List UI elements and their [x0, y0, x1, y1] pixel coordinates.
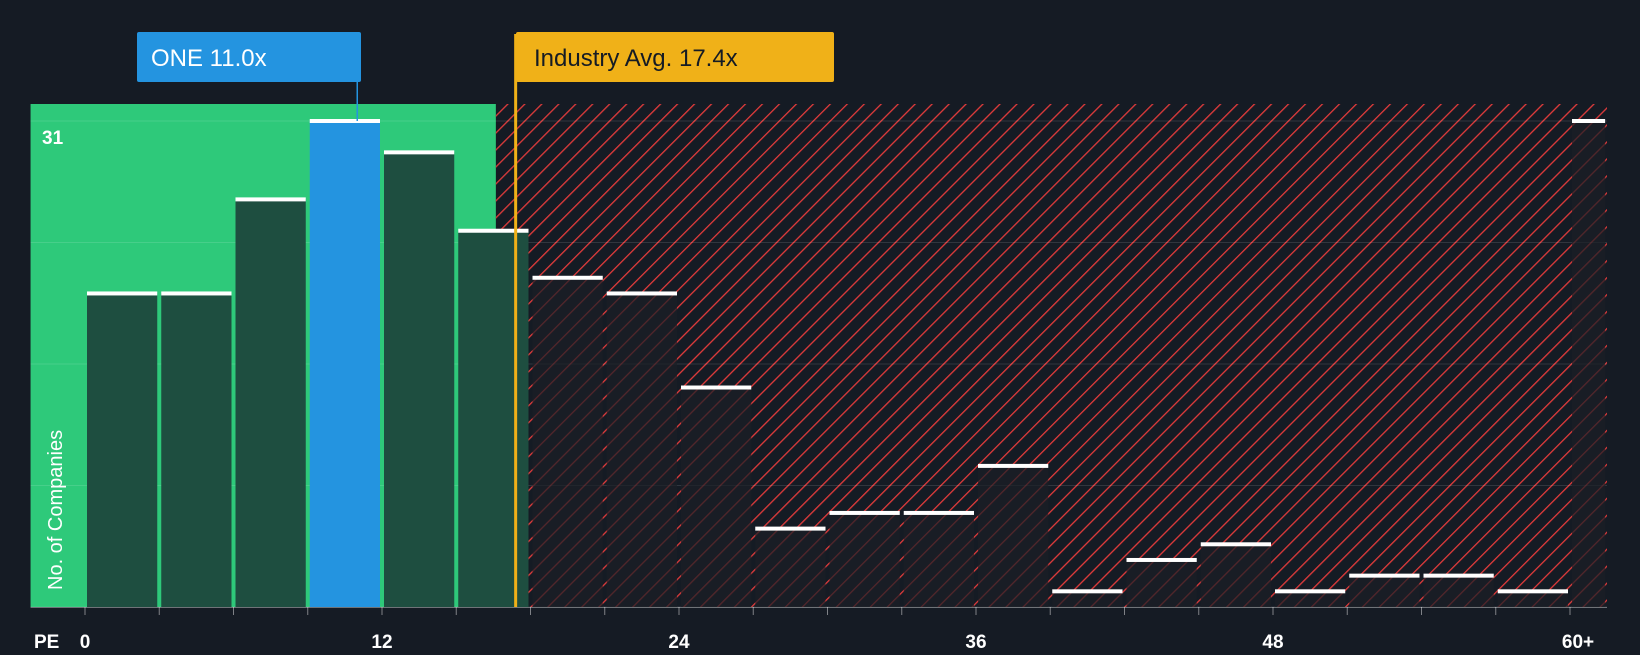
- bar-cap: [532, 275, 603, 280]
- histogram-bar: [532, 277, 603, 607]
- histogram-bar: [87, 293, 158, 607]
- x-tick-label: 12: [371, 632, 392, 650]
- bar-cap: [903, 510, 974, 515]
- company-marker: ONE 11.0x: [137, 32, 361, 121]
- histogram-bar: [309, 121, 380, 607]
- bar-cap: [1423, 573, 1494, 578]
- histogram-bar: [1275, 591, 1346, 607]
- company-label: ONE 11.0x: [151, 45, 267, 72]
- x-tick-label: 36: [965, 632, 986, 650]
- histogram-bar: [829, 512, 900, 607]
- bar-cap: [606, 291, 677, 296]
- company-label-box: [137, 32, 361, 82]
- histogram-bar: [1200, 544, 1271, 607]
- x-tick-label: 0: [80, 632, 91, 650]
- bar-cap: [1200, 542, 1271, 547]
- bar-cap: [1572, 119, 1606, 123]
- industry-label-box: [516, 32, 834, 82]
- bar-cap: [458, 228, 529, 233]
- industry-average-marker: Industry Avg. 17.4x: [514, 32, 834, 607]
- x-tick-label: 60+: [1562, 632, 1594, 650]
- bar-cap: [755, 526, 826, 531]
- histogram-bar: [161, 293, 232, 607]
- histogram-bar: [384, 152, 455, 607]
- histogram-bar: [1423, 575, 1494, 607]
- bar-cap: [1126, 557, 1197, 562]
- bar-cap: [829, 510, 900, 515]
- bar-cap: [1275, 589, 1346, 594]
- histogram-bar: [681, 387, 752, 607]
- industry-label: Industry Avg. 17.4x: [534, 45, 738, 72]
- bar-cap: [309, 119, 380, 123]
- x-axis-label: PE: [34, 632, 59, 650]
- histogram-bar: [606, 293, 677, 607]
- histogram-bar: [1497, 591, 1568, 607]
- bar-cap: [161, 291, 232, 296]
- bar-cap: [681, 385, 752, 390]
- histogram-bar: [1572, 121, 1606, 607]
- histogram-bar: [458, 230, 529, 607]
- bar-cap: [1497, 589, 1568, 594]
- histogram-bar: [978, 465, 1049, 607]
- x-tick-label: 48: [1262, 632, 1283, 650]
- bar-cap: [235, 197, 306, 202]
- bar-cap: [384, 150, 455, 155]
- x-tick-label: 24: [668, 632, 690, 650]
- bar-cap: [978, 463, 1049, 468]
- y-axis-label: No. of Companies: [45, 430, 67, 590]
- bar-cap: [1349, 573, 1420, 578]
- bar-cap: [1052, 589, 1123, 594]
- histogram-bar: [755, 528, 826, 607]
- bar-cap: [87, 291, 158, 296]
- histogram-bar: [1349, 575, 1420, 607]
- histogram-bar: [235, 199, 306, 608]
- histogram-bar: [1126, 559, 1197, 607]
- y-tick-label: 31: [42, 128, 64, 149]
- histogram-bar: [1052, 591, 1123, 607]
- histogram-bar: [903, 512, 974, 607]
